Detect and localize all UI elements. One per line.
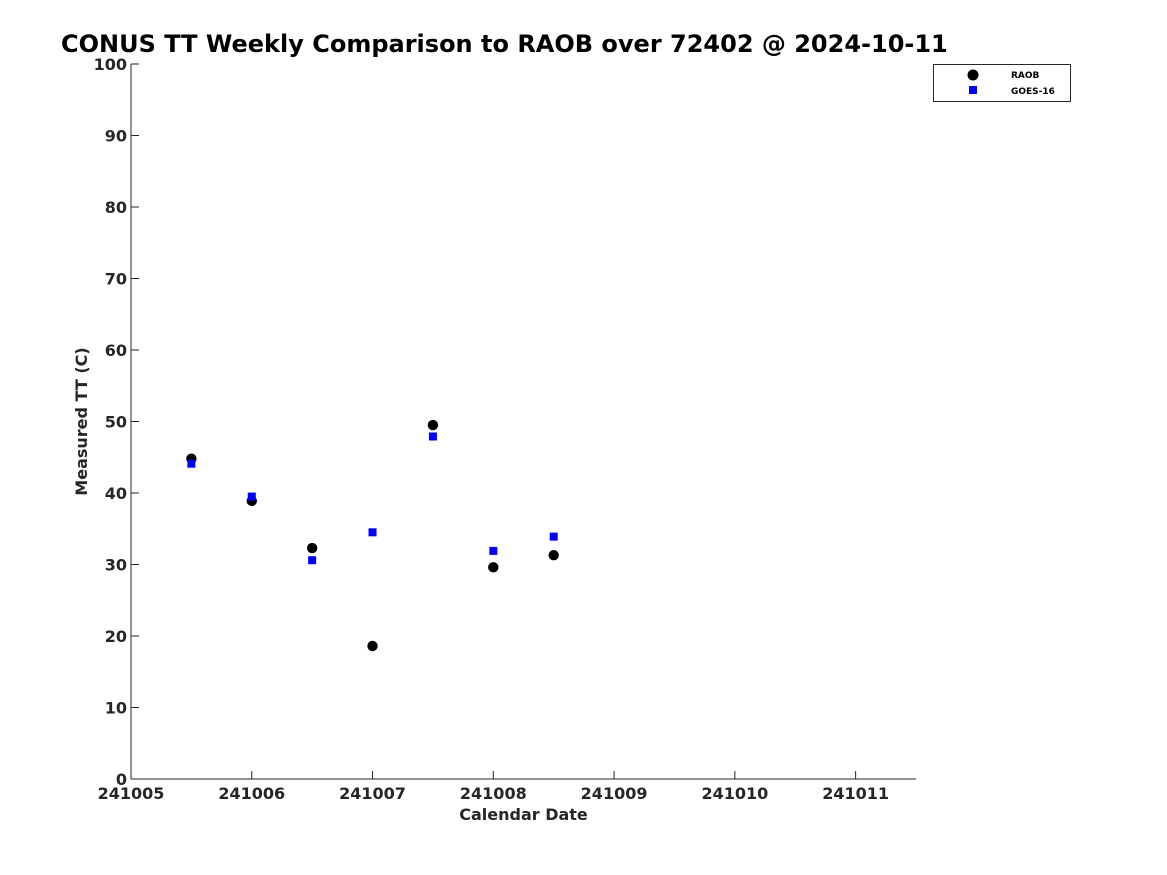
y-tick-label: 10 <box>105 699 127 718</box>
y-tick-label: 80 <box>105 198 127 217</box>
data-points <box>186 419 559 652</box>
goes-16-point <box>489 546 498 555</box>
goes-16-point <box>308 556 317 565</box>
goes-16-point <box>247 492 256 501</box>
y-tick-label: 50 <box>105 413 127 432</box>
y-tick-label: 90 <box>105 127 127 146</box>
x-tick-label: 241008 <box>460 784 527 803</box>
x-tick-label: 241006 <box>218 784 285 803</box>
raob-point <box>306 542 318 554</box>
x-tick-label: 241010 <box>701 784 768 803</box>
y-tick-label: 100 <box>94 55 127 74</box>
x-tick-label: 241007 <box>339 784 406 803</box>
y-tick-label: 60 <box>105 341 127 360</box>
x-tick-label: 241011 <box>822 784 889 803</box>
goes-16-point <box>368 528 377 537</box>
x-axis-label: Calendar Date <box>459 805 588 824</box>
x-tick-label: 241009 <box>581 784 648 803</box>
y-tick-label: 30 <box>105 556 127 575</box>
axes <box>130 64 916 780</box>
y-tick-label: 70 <box>105 270 127 289</box>
legend-box <box>933 64 1071 102</box>
legend-label-goes16: GOES-16 <box>1011 87 1055 97</box>
raob-point <box>488 562 499 573</box>
y-tick-label: 40 <box>105 484 127 503</box>
x-tick-label: 241005 <box>98 784 165 803</box>
legend-marker-goes16 <box>969 86 977 94</box>
y-axis-label: Measured TT (C) <box>72 347 91 495</box>
x-ticks: 241005 241006 241007 241008 241009 241010 2410… <box>98 771 889 803</box>
goes-16-point <box>549 532 558 541</box>
legend: RAOB GOES-16 <box>933 64 1071 102</box>
y-tick-label: 20 <box>105 627 127 646</box>
chart-title: CONUS TT Weekly Comparison to RAOB over … <box>61 30 948 58</box>
goes-16-point <box>187 459 196 468</box>
y-tick-label: 0 <box>116 770 127 789</box>
raob-point <box>548 550 559 561</box>
legend-marker-raob <box>967 69 979 81</box>
goes-16-point <box>428 432 437 441</box>
raob-point <box>367 640 378 652</box>
raob-point <box>427 419 439 431</box>
legend-label-raob: RAOB <box>1011 71 1040 81</box>
y-ticks: 0 10 20 30 40 50 60 70 80 90 100 <box>94 55 139 789</box>
